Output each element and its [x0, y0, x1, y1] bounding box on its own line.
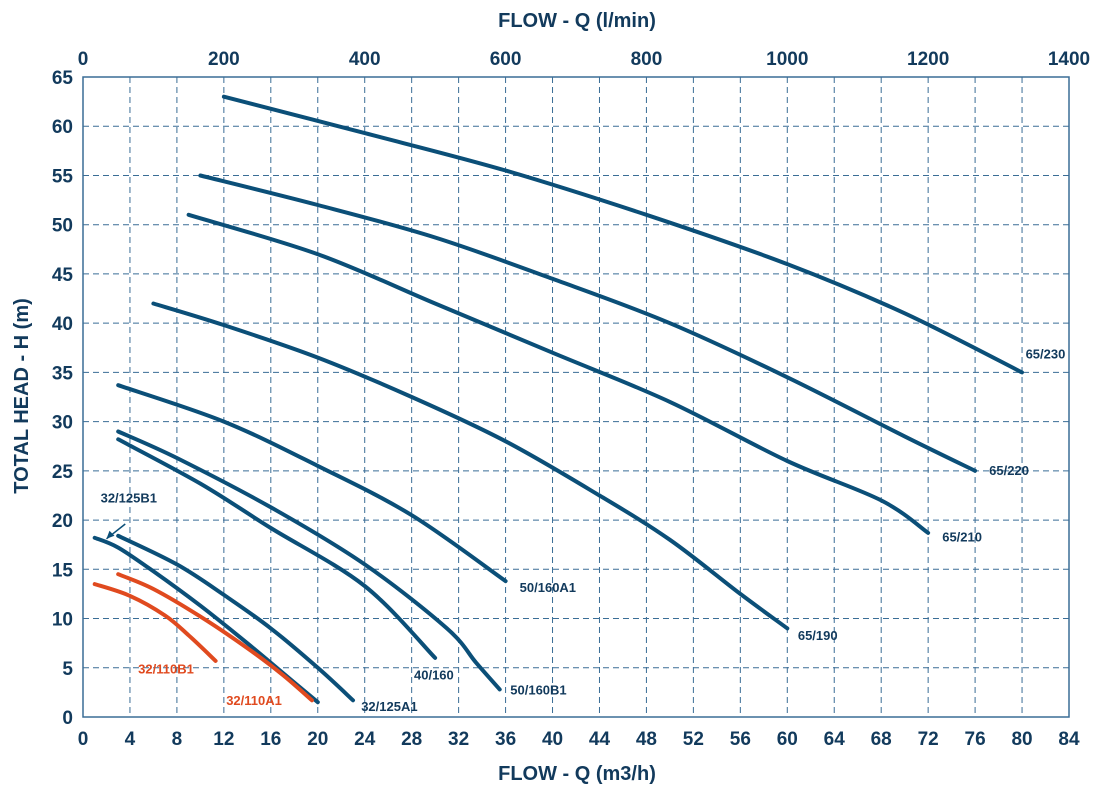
x2-axis-ticks: 0 200 400 600 800 1000 1200 1400: [78, 49, 1090, 70]
curve-label: 50/160A1: [520, 580, 576, 595]
x-tick-label: 36: [495, 729, 516, 750]
curve-label: 32/125B1: [101, 490, 157, 505]
y-axis-ticks: 0 5 10 15 20 25 30 35 40 45 50 55 60 65: [52, 68, 74, 729]
x2-tick-label: 1000: [766, 49, 808, 70]
pump-curves: [92, 94, 1024, 705]
curve-label: 65/190: [798, 628, 838, 643]
y-tick-label: 20: [52, 511, 73, 532]
x-tick-label: 76: [965, 729, 986, 750]
y-tick-label: 15: [52, 560, 74, 581]
curve-label: 65/230: [1026, 347, 1066, 362]
curve-label: 65/210: [942, 530, 982, 545]
x-tick-label: 56: [730, 729, 751, 750]
x2-axis-title: FLOW - Q (l/min): [498, 10, 656, 32]
curve-65-190: [151, 301, 790, 631]
x-tick-label: 44: [589, 729, 611, 750]
x2-tick-label: 0: [78, 49, 89, 70]
x-tick-label: 72: [918, 729, 939, 750]
y-tick-label: 35: [52, 363, 74, 384]
plot-frame: [82, 76, 1070, 718]
curve-label: 32/125A1: [361, 699, 417, 714]
y-tick-label: 55: [52, 166, 74, 187]
curve-label: 32/110B1: [138, 662, 194, 677]
y-tick-label: 40: [52, 314, 73, 335]
y-tick-label: 10: [52, 610, 73, 631]
curve-label: 32/110A1: [226, 693, 282, 708]
grid-lines: [82, 76, 1070, 718]
curve-65-230: [221, 94, 1024, 375]
x-tick-label: 24: [354, 729, 376, 750]
curve-50-160B1: [116, 429, 502, 692]
x-tick-label: 0: [78, 729, 89, 750]
y-tick-label: 45: [52, 265, 74, 286]
x-tick-label: 80: [1011, 729, 1032, 750]
x2-tick-label: 200: [208, 49, 240, 70]
curve-32-125A1: [116, 533, 355, 703]
x2-tick-label: 800: [631, 49, 663, 70]
y-tick-label: 65: [52, 68, 74, 89]
x-tick-label: 20: [307, 729, 328, 750]
x-tick-label: 12: [213, 729, 234, 750]
x-tick-label: 52: [683, 729, 704, 750]
y-tick-label: 0: [62, 708, 73, 729]
y-tick-label: 50: [52, 216, 73, 237]
curve-label: 65/220: [989, 463, 1029, 478]
y-tick-label: 25: [52, 462, 74, 483]
y-axis-title: TOTAL HEAD - H (m): [11, 298, 33, 494]
x-axis-ticks: 0 4 8 12 16 20 24 28 32 36 40 44 48 52 56 60 64 68 72 76 80 8…: [78, 729, 1080, 750]
x-tick-label: 40: [542, 729, 563, 750]
x-tick-label: 84: [1058, 729, 1080, 750]
curve-40-160: [116, 437, 438, 660]
curve-label: 50/160B1: [510, 682, 566, 697]
curve-50-160A1: [116, 383, 508, 584]
x-tick-label: 48: [636, 729, 657, 750]
x-tick-label: 28: [401, 729, 422, 750]
x-tick-label: 68: [871, 729, 892, 750]
x-tick-label: 32: [448, 729, 469, 750]
label-pointer-arrowhead: [106, 530, 115, 539]
curve-65-210: [186, 212, 931, 535]
x-axis-title: FLOW - Q (m3/h): [498, 763, 656, 785]
curve-labels: 65/230 65/220 65/210 65/190 50/160A1 50/160B1…: [101, 347, 1066, 714]
curve-65-220: [198, 173, 978, 473]
x-tick-label: 4: [125, 729, 136, 750]
x-tick-label: 8: [172, 729, 183, 750]
curve-label: 40/160: [414, 668, 454, 683]
y-tick-label: 5: [62, 659, 73, 680]
y-tick-label: 60: [52, 117, 73, 138]
x2-tick-label: 400: [349, 49, 381, 70]
x2-tick-label: 1400: [1048, 49, 1090, 70]
y-tick-label: 30: [52, 413, 73, 434]
x2-tick-label: 1200: [907, 49, 949, 70]
x-tick-label: 16: [260, 729, 281, 750]
x-tick-label: 64: [824, 729, 846, 750]
x2-tick-label: 600: [490, 49, 522, 70]
x-tick-label: 60: [777, 729, 798, 750]
curve-32-110A1: [116, 572, 314, 703]
curve-32-110B1: [92, 582, 218, 663]
